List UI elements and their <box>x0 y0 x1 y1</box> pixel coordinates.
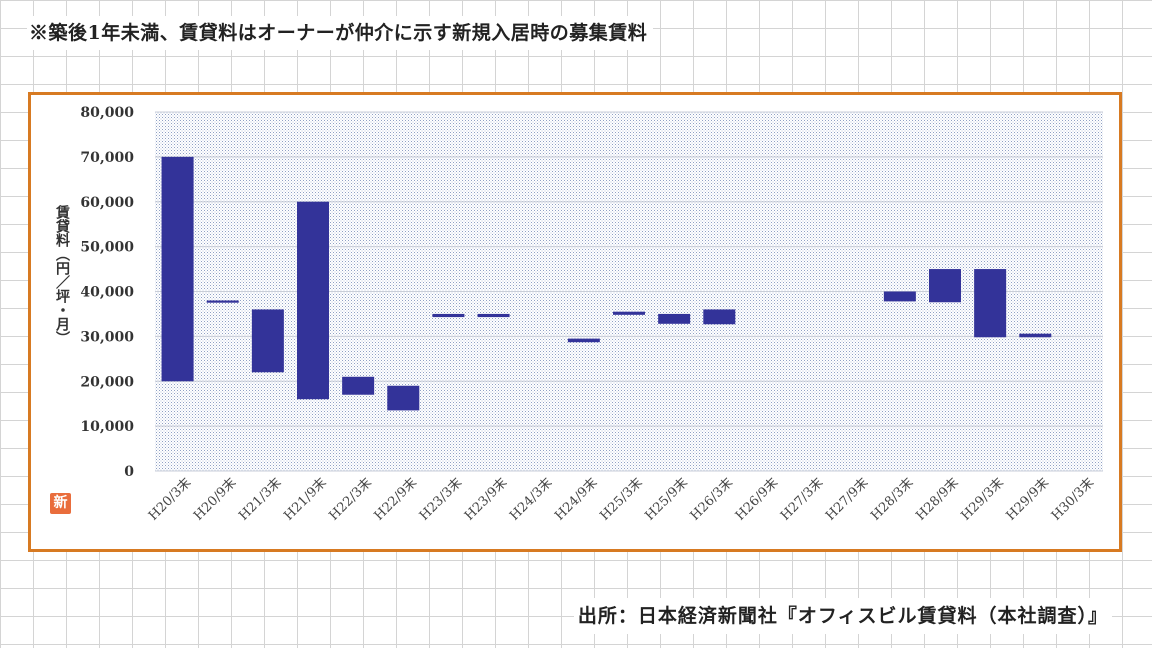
chart-frame <box>28 92 1122 552</box>
footnote: ※築後1年未満、賃貸料はオーナーが仲介に示す新規入居時の募集賃料 <box>27 16 654 50</box>
new-badge-icon: 新 <box>50 493 71 514</box>
source-citation: 出所：日本経済新聞社『オフィスビル賃貸料（本社調査）』 <box>573 598 1112 634</box>
